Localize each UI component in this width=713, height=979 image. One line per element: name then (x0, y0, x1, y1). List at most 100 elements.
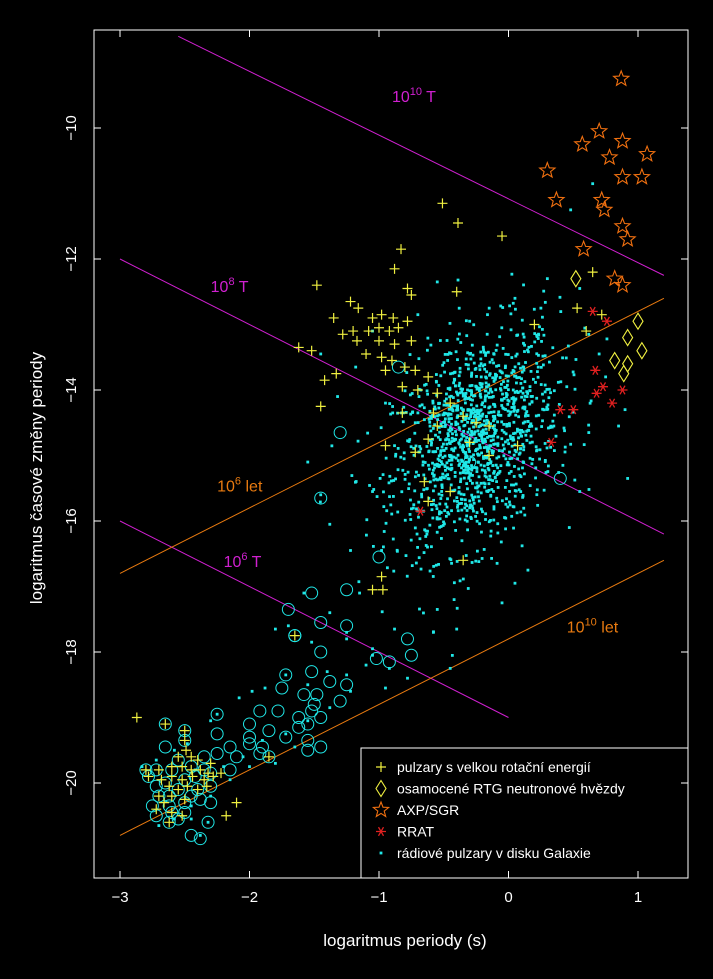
plus-point (231, 797, 242, 808)
disk-pulsar-point (523, 414, 527, 418)
plus-point (153, 791, 164, 802)
disk-pulsar-point (436, 478, 439, 482)
circle-point (243, 737, 256, 751)
disk-pulsar-point (468, 433, 472, 437)
star-point (612, 69, 631, 87)
disk-pulsar-point (468, 389, 472, 393)
disk-pulsar-point (456, 415, 460, 419)
disk-pulsar-point (512, 432, 515, 435)
disk-pulsar-point (488, 425, 492, 429)
disk-pulsar-point (412, 503, 416, 507)
disk-pulsar-point (445, 505, 449, 509)
disk-pulsar-point (523, 394, 527, 398)
disk-pulsar-point (443, 399, 447, 403)
disk-pulsar-point (455, 404, 458, 408)
disk-pulsar-point (571, 410, 575, 414)
disk-pulsar-point (418, 445, 422, 448)
disk-pulsar-point (474, 436, 478, 440)
disk-pulsar-point (528, 402, 532, 406)
disk-pulsar-point (480, 557, 484, 560)
disk-pulsar-point (447, 467, 451, 471)
disk-pulsar-point (488, 360, 492, 364)
data-points (131, 69, 657, 846)
disk-pulsar-point (407, 487, 411, 491)
disk-pulsar-point (416, 421, 420, 425)
disk-pulsar-point (492, 352, 496, 356)
disk-pulsar-point (587, 423, 591, 427)
disk-pulsar-point (406, 470, 410, 474)
disk-pulsar-point (521, 391, 525, 395)
plus-point (337, 329, 348, 340)
disk-pulsar-point (480, 414, 484, 418)
disk-pulsar-point (479, 433, 483, 437)
disk-pulsar-point (438, 510, 441, 514)
disk-pulsar-point (470, 343, 474, 347)
disk-pulsar-point (425, 389, 429, 393)
dot-point (206, 820, 210, 824)
disk-pulsar-point (464, 401, 467, 405)
disk-pulsar-point (463, 506, 467, 510)
disk-pulsar-point (413, 489, 417, 493)
disk-pulsar-point (431, 472, 434, 475)
plus-point (529, 319, 540, 330)
disk-pulsar-point (535, 361, 539, 365)
disk-pulsar-point (467, 396, 471, 400)
disk-pulsar-point (420, 495, 424, 499)
disk-pulsar-point (475, 387, 479, 391)
disk-pulsar-point (549, 391, 552, 395)
disk-pulsar-point (470, 504, 474, 508)
disk-pulsar-point (478, 368, 482, 372)
disk-pulsar-point (437, 425, 441, 429)
disk-pulsar-point (411, 506, 415, 510)
dot-point (435, 608, 439, 611)
plus-point (140, 764, 151, 775)
plus-point (348, 326, 359, 337)
disk-pulsar-point (447, 412, 451, 416)
disk-pulsar-point (502, 380, 505, 384)
disk-pulsar-point (456, 500, 459, 503)
disk-pulsar-point (534, 445, 538, 449)
disk-pulsar-point (466, 388, 469, 392)
disk-pulsar-point (559, 380, 563, 384)
plus-point (164, 817, 175, 828)
disk-pulsar-point (414, 444, 418, 448)
disk-pulsar-point (460, 539, 464, 543)
disk-pulsar-point (431, 575, 435, 578)
disk-pulsar-point (482, 431, 486, 434)
plus-point (380, 365, 391, 376)
disk-pulsar-point (472, 407, 475, 411)
y-tick-label: −16 (63, 508, 80, 533)
disk-pulsar-point (443, 352, 447, 356)
plus-point (192, 755, 203, 766)
disk-pulsar-point (466, 464, 470, 468)
plus-point (423, 371, 434, 382)
disk-pulsar-point (447, 407, 451, 411)
disk-pulsar-point (449, 412, 453, 416)
disk-pulsar-point (458, 381, 462, 385)
circle-point (145, 799, 159, 813)
disk-pulsar-point (527, 345, 531, 349)
disk-pulsar-point (387, 481, 391, 485)
dot-point (222, 765, 225, 769)
disk-pulsar-point (522, 341, 525, 345)
dot-point (185, 742, 189, 746)
disk-pulsar-point (505, 463, 509, 467)
circle-point (162, 815, 176, 829)
disk-pulsar-point (493, 442, 497, 446)
disk-pulsar-point (438, 339, 442, 342)
disk-pulsar-point (447, 512, 451, 516)
disk-pulsar-point (417, 357, 421, 361)
series-dot (140, 182, 630, 837)
field-line-label: 108 T (211, 276, 249, 296)
disk-pulsar-point (523, 350, 526, 353)
disk-pulsar-point (508, 450, 511, 454)
dot-point (336, 395, 339, 398)
disk-pulsar-point (487, 488, 491, 492)
disk-pulsar-point (522, 506, 526, 510)
disk-pulsar-point (414, 561, 418, 565)
disk-pulsar-point (520, 395, 524, 399)
disk-pulsar-point (552, 413, 556, 417)
disk-pulsar-point (471, 496, 475, 499)
disk-pulsar-point (441, 456, 445, 459)
disk-pulsar-point (513, 443, 517, 447)
